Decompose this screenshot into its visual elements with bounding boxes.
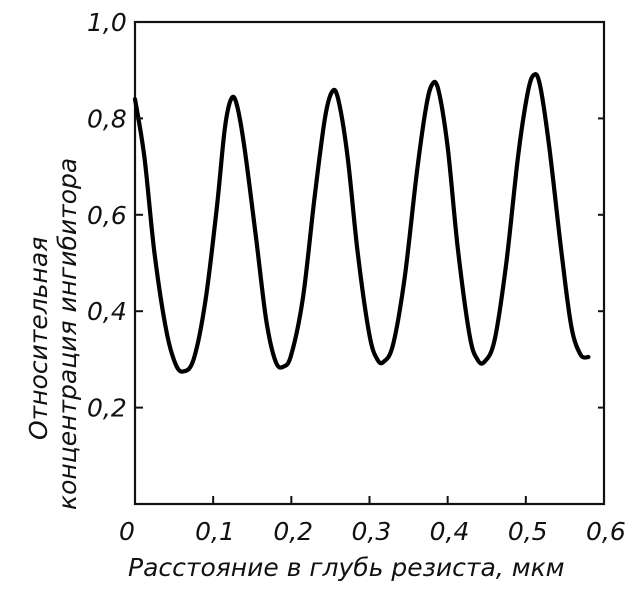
y-tick-label: 0,6 bbox=[87, 201, 127, 230]
y-axis-title-line-2: концентрация ингибитора bbox=[53, 158, 82, 510]
x-tick-label: 0,2 bbox=[273, 517, 313, 546]
y-tick-label: 0,2 bbox=[87, 394, 127, 423]
x-tick-label: 0,1 bbox=[195, 517, 235, 546]
x-tick-label: 0,4 bbox=[430, 517, 470, 546]
y-axis-title-line-1: Относительная bbox=[24, 237, 53, 440]
x-tick-label: 0 bbox=[119, 517, 135, 546]
x-tick-label: 0,3 bbox=[352, 517, 392, 546]
y-tick-label: 0,4 bbox=[87, 297, 127, 326]
plot-frame bbox=[133, 20, 606, 506]
series-line bbox=[132, 72, 591, 374]
x-tick-label: 0,6 bbox=[586, 517, 626, 546]
x-axis-title: Расстояние в глубь резиста, мкм bbox=[128, 553, 565, 582]
y-tick-label: 1,0 bbox=[87, 8, 127, 37]
x-tick-label: 0,5 bbox=[508, 517, 548, 546]
y-tick-label: 0,8 bbox=[87, 104, 127, 133]
